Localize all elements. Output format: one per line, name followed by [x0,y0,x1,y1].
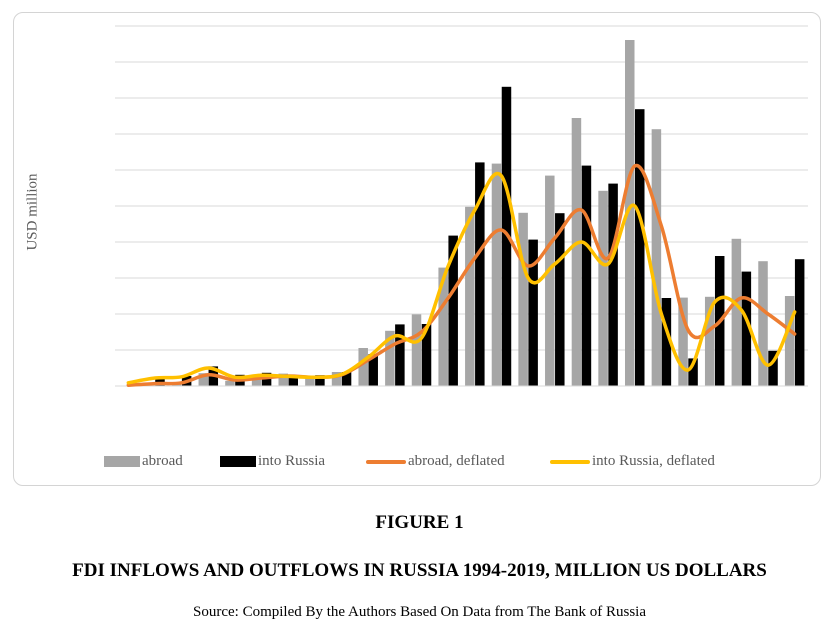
legend-item-into-russia-deflated: into Russia, deflated [550,453,715,470]
bar-abroad-2012 [598,190,608,386]
legend-item-into-russia: into Russia [220,453,325,470]
line-abroad-deflated [126,164,797,387]
legend-swatch-abroad-deflated [366,459,406,464]
bar-abroad-2001 [305,376,315,386]
bar-into-russia-1999 [261,372,272,386]
bar-into-russia-2011 [581,165,592,386]
bar-abroad-2009 [518,212,528,386]
legend-swatch-into-russia-deflated [550,459,590,464]
bar-into-russia-2000 [288,375,298,386]
bar-into-russia-2009 [528,239,538,386]
bar-abroad-2014 [651,129,662,386]
bar-abroad-2002 [331,372,342,386]
bar-abroad-2015 [678,297,688,386]
bar-abroad-2011 [571,118,582,386]
bar-abroad-2010 [545,175,555,386]
bar-into-russia-2003 [368,354,378,386]
legend-swatch-abroad [104,456,140,467]
bar-into-russia-2004 [395,324,405,386]
bar-abroad-1998 [225,380,235,386]
bar-abroad-2007 [465,206,475,386]
chart-plot [115,25,808,387]
legend-item-abroad: abroad [104,453,183,470]
figure-number: FIGURE 1 [375,512,464,533]
legend-label-into-russia-deflated: into Russia, deflated [592,453,715,469]
bar-abroad-1999 [251,377,262,386]
bar-into-russia-2014 [661,298,672,386]
bar-abroad-2003 [358,348,368,386]
bar-into-russia-2005 [421,324,432,386]
bar-abroad-2000 [278,373,288,386]
bar-abroad-2018 [758,261,768,386]
bar-abroad-2013 [625,40,635,386]
bar-into-russia-2010 [555,213,565,386]
bar-into-russia-2015 [688,358,698,386]
bar-into-russia-2002 [341,372,352,386]
legend-item-abroad-deflated: abroad, deflated [366,453,505,470]
bar-into-russia-2001 [315,375,325,386]
bar-into-russia-2006 [448,235,458,386]
y-axis-label: USD million [24,173,41,251]
bar-abroad-2008 [491,163,502,386]
chart-frame [13,12,821,486]
figure-title: FDI INFLOWS AND OUTFLOWS IN RUSSIA 1994-… [72,560,767,581]
bar-into-russia-2007 [475,162,485,386]
bar-abroad-2006 [438,267,448,386]
bar-abroad-2005 [411,314,422,386]
legend-label-abroad-deflated: abroad, deflated [408,453,505,469]
bar-into-russia-2012 [608,183,618,386]
bar-into-russia-2017 [741,271,752,386]
bar-into-russia-2013 [635,109,645,386]
bar-abroad-2004 [385,330,395,386]
bar-abroad-2016 [704,296,715,386]
figure-source: Source: Compiled By the Authors Based On… [193,604,646,620]
bar-abroad-1997 [198,373,209,386]
bar-into-russia-2018 [768,350,778,386]
bar-into-russia-2019 [794,259,805,386]
bar-abroad-2019 [784,296,795,386]
legend-label-into-russia: into Russia [258,453,326,469]
bar-abroad-2017 [731,238,742,386]
line-into-russia-deflated [126,171,797,385]
legend-label-abroad: abroad [142,453,183,469]
legend-swatch-into-russia [220,456,256,467]
